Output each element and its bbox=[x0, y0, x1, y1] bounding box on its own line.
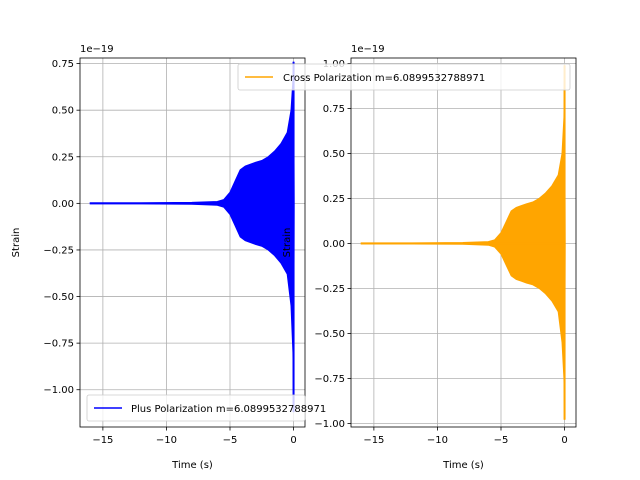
y-tick-label: 0.00 bbox=[52, 199, 74, 210]
y-tick-label: −0.50 bbox=[43, 292, 74, 303]
left-legend-box bbox=[86, 394, 306, 422]
right-y-offset-label: 1e−19 bbox=[351, 44, 385, 55]
right-legend: Cross Polarization m=6.0899532788971 bbox=[237, 63, 571, 91]
plus-polarization-plot: 1e−19 −15 −10 −5 0 −1.00 −0.75 −0.50 −0.25 0.00 0… bbox=[11, 44, 326, 471]
y-tick-label: −1.00 bbox=[314, 419, 345, 430]
y-tick-label: −0.25 bbox=[43, 245, 74, 256]
y-tick-label: 0.50 bbox=[52, 106, 74, 117]
y-tick-label: 0.25 bbox=[52, 152, 74, 163]
cross-polarization-plot: 1e−19 −15 −10 −5 0 −1.00 −0.75 −0.50 −0.25 0.00 0… bbox=[237, 44, 577, 471]
left-ticks: −15 −10 −5 0 −1.00 −0.75 −0.50 −0.25 0.00 0.25 0.5… bbox=[43, 59, 296, 446]
x-tick-label: −15 bbox=[92, 435, 113, 446]
left-legend-label: Plus Polarization m=6.0899532788971 bbox=[131, 404, 326, 415]
right-y-axis-label: Strain bbox=[282, 228, 293, 258]
right-x-axis-label: Time (s) bbox=[442, 460, 484, 471]
y-tick-label: 0.00 bbox=[323, 239, 345, 250]
y-tick-label: 0.50 bbox=[323, 149, 345, 160]
y-tick-label: 0.75 bbox=[52, 59, 74, 70]
right-data bbox=[360, 65, 566, 420]
y-tick-label: −0.75 bbox=[314, 374, 345, 385]
left-legend: Plus Polarization m=6.0899532788971 bbox=[86, 394, 326, 422]
y-tick-label: 0.25 bbox=[323, 194, 345, 205]
y-tick-label: −0.25 bbox=[314, 284, 345, 295]
x-tick-label: −15 bbox=[363, 435, 384, 446]
y-tick-label: 0.75 bbox=[323, 104, 345, 115]
y-tick-label: −0.50 bbox=[314, 329, 345, 340]
left-axes-frame bbox=[79, 57, 306, 428]
right-legend-label: Cross Polarization m=6.0899532788971 bbox=[283, 73, 485, 84]
right-ticks: −15 −10 −5 0 −1.00 −0.75 −0.50 −0.25 0.00 0.25 0.5… bbox=[314, 59, 567, 446]
left-y-axis-label: Strain bbox=[11, 228, 22, 258]
x-tick-label: −10 bbox=[427, 435, 448, 446]
left-data bbox=[89, 61, 295, 413]
left-y-offset-label: 1e−19 bbox=[80, 44, 114, 55]
x-tick-label: 0 bbox=[561, 435, 567, 446]
left-x-axis-label: Time (s) bbox=[171, 460, 213, 471]
y-tick-label: −1.00 bbox=[43, 385, 74, 396]
x-tick-label: −5 bbox=[494, 435, 509, 446]
x-tick-label: 0 bbox=[290, 435, 296, 446]
right-legend-box bbox=[237, 63, 571, 91]
x-tick-label: −5 bbox=[223, 435, 238, 446]
x-tick-label: −10 bbox=[156, 435, 177, 446]
right-axes-frame bbox=[350, 57, 577, 428]
y-tick-label: −0.75 bbox=[43, 339, 74, 350]
